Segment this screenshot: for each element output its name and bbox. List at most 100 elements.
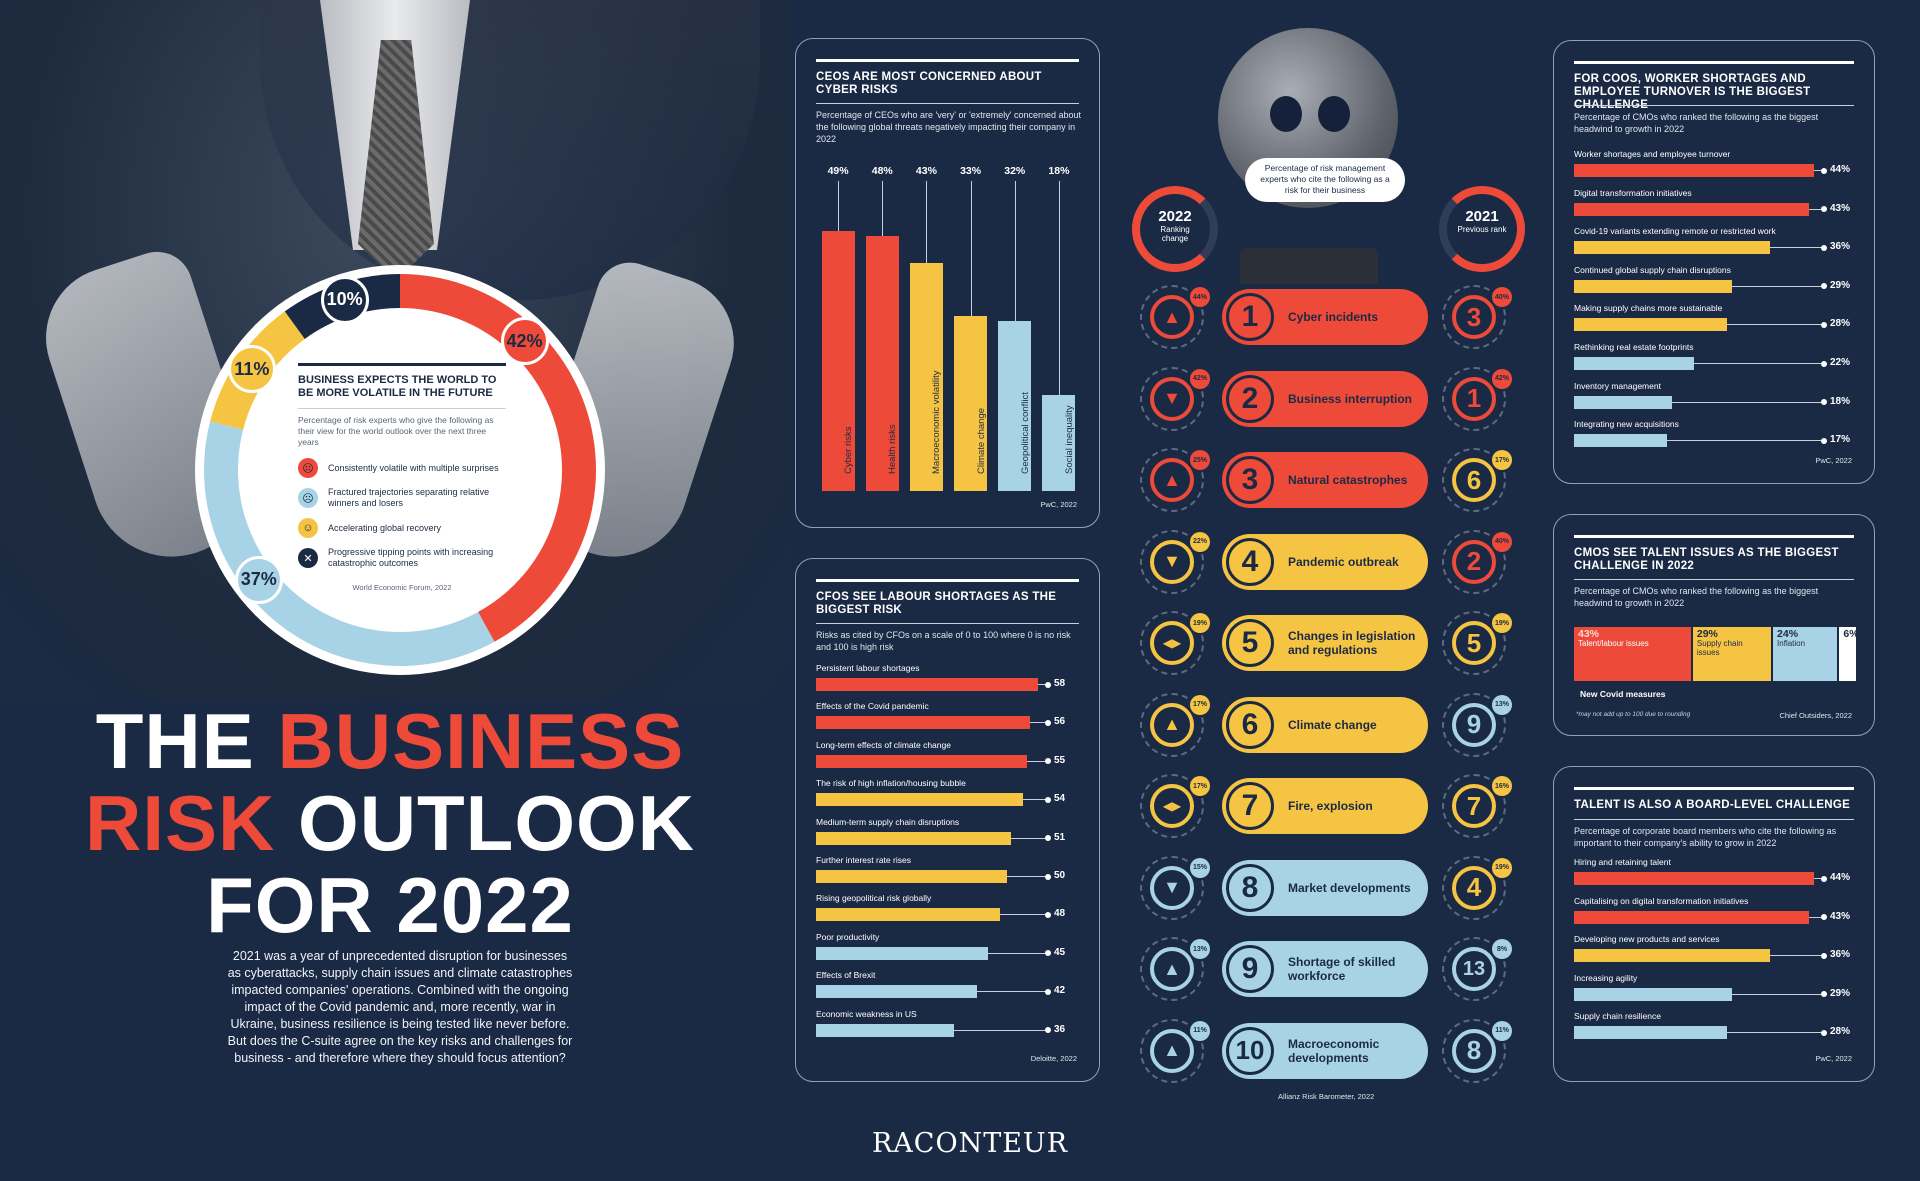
- cfo-card-rule: [816, 579, 1079, 582]
- board-card-source: PwC, 2022: [1815, 1054, 1852, 1063]
- risk-pill: 1 Cyber incidents: [1222, 289, 1428, 345]
- ranking-change-ring: ▲: [1140, 1018, 1204, 1083]
- coo-card-rule: [1574, 61, 1854, 64]
- bar-category-label: Integrating new acquisitions: [1574, 419, 1679, 430]
- coo-card-source: PwC, 2022: [1815, 456, 1852, 465]
- risk-name: Business interruption: [1288, 391, 1413, 406]
- bar-category-label: Covid-19 variants extending remote or re…: [1574, 226, 1776, 237]
- risk-name: Pandemic outbreak: [1288, 554, 1399, 569]
- percent-2022-chip: 42%: [1190, 368, 1210, 389]
- barometer-bubble: Percentage of risk management experts wh…: [1245, 158, 1405, 202]
- ceo-leader-line: [926, 181, 928, 263]
- cmo-card: CMOs SEE TALENT ISSUES AS THE BIGGEST CH…: [1553, 514, 1875, 736]
- bar-value-label: 18%: [1830, 395, 1851, 407]
- raconteur-logo: RACONTEUR: [871, 1128, 1069, 1159]
- ceo-bar-label: Geopolitical conflict: [1019, 392, 1031, 474]
- ceo-leader-line: [1058, 181, 1060, 396]
- cmo-segment: 29% Supply chain issues: [1692, 627, 1774, 681]
- barometer-source: Allianz Risk Barometer, 2022: [1278, 1092, 1375, 1101]
- ranking-change-ring: ▲: [1140, 937, 1204, 1001]
- coo-bar-row: Making supply chains more sustainable 28%: [1574, 303, 1856, 342]
- cfo-card: CFOs SEE LABOUR SHORTAGES AS THE BIGGEST…: [795, 558, 1100, 1082]
- bar-fill: [1574, 872, 1814, 885]
- bar-fill: [1574, 357, 1694, 370]
- bar-end-dot: [1045, 988, 1051, 995]
- bar-category-label: Rising geopolitical risk globally: [816, 893, 932, 904]
- cmo-segment-percent: 24%: [1777, 628, 1799, 640]
- risk-name: Natural catastrophes: [1288, 473, 1408, 487]
- title-word-outlook: OUTLOOK: [298, 779, 695, 867]
- bar-end-dot: [1821, 167, 1827, 174]
- bar-fill: [1574, 434, 1667, 448]
- bar-category-label: Capitalising on digital transformation i…: [1574, 895, 1749, 906]
- percent-2022-chip: 17%: [1190, 694, 1210, 715]
- risk-name: Market developments: [1288, 880, 1411, 895]
- rank-2022-number: 10: [1226, 1026, 1274, 1075]
- bar-value-label: 29%: [1830, 987, 1851, 999]
- bar-value-label: 29%: [1830, 279, 1851, 291]
- rank-2021-number: 1: [1452, 376, 1496, 421]
- board-bar-chart: Hiring and retaining talent 44% Capitalisi…: [1554, 857, 1876, 1057]
- rank-2021-number: 13: [1452, 947, 1496, 991]
- percent-2021-chip: 42%: [1492, 368, 1512, 389]
- ceo-leader-line: [838, 181, 840, 231]
- risk-pill: 3 Natural catastrophes: [1222, 452, 1428, 508]
- bar-end-dot: [1045, 873, 1051, 880]
- previous-rank-ring: 6: [1442, 448, 1506, 512]
- bar-fill: [816, 754, 1027, 768]
- coo-bar-row: Continued global supply chain disruption…: [1574, 265, 1856, 304]
- bar-value-label: 28%: [1830, 318, 1851, 330]
- risk-name: Shortage of skilled workforce: [1288, 955, 1396, 983]
- cfo-card-divider: [816, 623, 1079, 624]
- percent-2021-chip: 13%: [1492, 694, 1512, 715]
- ranking-change-ring: ▼: [1140, 366, 1204, 431]
- coo-bar-row: Covid-19 variants extending remote or re…: [1574, 226, 1856, 265]
- board-bar-row: Increasing agility 29%: [1574, 973, 1856, 1012]
- bar-fill: [1574, 202, 1809, 216]
- bar-value-label: 51: [1054, 831, 1066, 843]
- percent-2021-chip: 17%: [1492, 450, 1512, 470]
- donut-legend-item: ☹ Fractured trajectories separating relat…: [298, 487, 506, 509]
- bar-category-label: Economic weakness in US: [816, 1008, 917, 1019]
- cfo-bar-row: Further interest rate rises 50: [816, 855, 1081, 893]
- rank-2021-number: 2: [1452, 539, 1496, 584]
- ceo-value-label: 43%: [915, 165, 937, 177]
- percent-2022-chip: 15%: [1190, 857, 1210, 878]
- rank-2022-number: 4: [1226, 537, 1274, 586]
- cfo-bar-chart: Persistent labour shortages 58 Effects of …: [796, 663, 1101, 1053]
- rank-2021-number: 3: [1452, 295, 1496, 339]
- left-header-year: 2022: [1158, 208, 1192, 225]
- risk-pill: 4 Pandemic outbreak: [1222, 533, 1428, 590]
- title-word-risk: RISK: [85, 779, 299, 867]
- cmo-segment-percent: 6%: [1843, 628, 1859, 640]
- bar-category-label: Poor productivity: [816, 931, 880, 942]
- cfo-bar-row: Rising geopolitical risk globally 48: [816, 893, 1081, 931]
- ceo-bar-chart: Cyber risks 49% Health risks 48% Macroeconom…: [816, 161, 1081, 491]
- percent-2021-chip: 11%: [1492, 1020, 1512, 1041]
- cfo-bar-row: Economic weakness in US 36: [816, 1009, 1081, 1047]
- donut-legend-label: Consistently volatile with multiple surp…: [328, 462, 499, 473]
- bar-value-label: 44%: [1830, 872, 1851, 883]
- cmo-card-subtitle: Percentage of CMOs who ranked the follow…: [1574, 586, 1819, 608]
- cmo-card-divider: [1574, 579, 1854, 580]
- percent-2021-chip: 19%: [1492, 857, 1512, 878]
- cmo-segment-percent: 43%: [1578, 628, 1600, 640]
- cfo-bar-row: Persistent labour shortages 58: [816, 663, 1081, 701]
- risk-pill: 9 Shortage of skilled workforce: [1222, 941, 1428, 997]
- previous-rank-ring: 9: [1442, 692, 1506, 757]
- ranking-change-ring: ◀▶: [1140, 774, 1204, 838]
- bar-category-label: Medium-term supply chain disruptions: [816, 816, 960, 827]
- bar-end-dot: [1045, 911, 1051, 918]
- bar-value-label: 17%: [1830, 434, 1851, 446]
- bar-end-dot: [1045, 796, 1051, 803]
- donut-legend: ☹ Consistently volatile with multiple sur…: [298, 458, 506, 569]
- ranking-change-ring: ▼: [1140, 855, 1204, 920]
- rank-2022-number: 1: [1226, 293, 1274, 341]
- bar-fill: [1574, 164, 1814, 177]
- cmo-covid-label: New Covid measures: [1580, 689, 1666, 699]
- percent-2022-chip: 25%: [1190, 450, 1210, 470]
- ceo-leader-line: [882, 181, 884, 237]
- percent-2021-chip: 40%: [1492, 287, 1512, 307]
- bar-fill: [1574, 318, 1727, 332]
- board-card-title: TALENT IS ALSO A BOARD-LEVEL CHALLENGE: [1574, 799, 1851, 811]
